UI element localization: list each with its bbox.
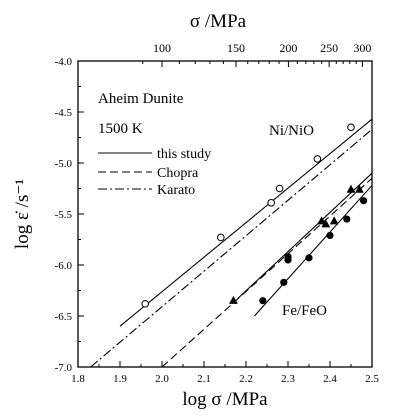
y-tick-label: -6.5 <box>55 311 73 323</box>
fe-feo-point-circle <box>360 197 368 205</box>
sample-label: Aheim Dunite <box>98 91 184 107</box>
ni-nio-point <box>267 198 276 207</box>
x-tick-label: 2.5 <box>365 373 379 385</box>
legend-label-karato: Karato <box>157 183 195 198</box>
y-tick-label: -6.0 <box>55 260 73 272</box>
fe-feo-label: Fe/FeO <box>282 303 327 319</box>
y-tick-label: -7.0 <box>55 362 73 374</box>
fe-feo-point-triangle <box>317 216 326 225</box>
x-tick-label: 2.1 <box>197 373 211 385</box>
fit-line-solid <box>237 172 373 300</box>
fit-line-solid <box>119 118 373 327</box>
fe-feo-point-triangle <box>321 219 331 228</box>
x-tick-label: 1.8 <box>71 373 85 385</box>
fit-lines <box>90 118 373 368</box>
fe-feo-point-circle <box>343 215 351 223</box>
fit-line-dashdot <box>90 128 373 368</box>
ni-nio-point <box>313 155 322 163</box>
ni-nio-point <box>141 299 149 308</box>
ni-nio-point <box>275 184 284 193</box>
ni-nio-label: Ni/NiO <box>269 123 314 139</box>
legend-label-chopra: Chopra <box>157 166 199 181</box>
x-tick-label: 2.3 <box>281 373 295 385</box>
fit-line-solid <box>253 185 373 317</box>
top-tick-label: 200 <box>279 41 297 55</box>
fe-feo-point-circle <box>284 253 292 261</box>
top-axis-label: σ /MPa <box>190 11 247 32</box>
fe-feo-point-triangle <box>229 295 238 304</box>
y-axis-label: log ε̇ /s⁻¹ <box>12 179 33 249</box>
y-tick-label: -4.5 <box>55 107 73 119</box>
data-markers <box>141 123 368 308</box>
x-tick-label: 2.4 <box>323 373 337 385</box>
x-tick-label: 2.2 <box>239 373 253 385</box>
legend: this study Chopra Karato <box>98 147 211 198</box>
fit-line-dashed <box>161 177 373 368</box>
fe-feo-point-triangle <box>346 184 356 193</box>
fe-feo-point-circle <box>326 231 334 240</box>
fe-feo-point-circle <box>259 297 267 305</box>
fe-feo-point-circle <box>280 278 288 286</box>
fe-feo-point-triangle <box>329 216 339 225</box>
fe-feo-point-circle <box>305 254 313 262</box>
ni-nio-point <box>217 233 225 242</box>
y-tick-label: -5.0 <box>55 158 73 170</box>
ni-nio-point <box>347 123 355 132</box>
top-tick-label: 250 <box>320 41 338 55</box>
top-tick-label: 100 <box>153 41 171 55</box>
annotations: Aheim Dunite 1500 K Ni/NiO Fe/FeO <box>98 91 327 319</box>
top-tick-label: 300 <box>353 41 371 55</box>
temperature-label: 1500 K <box>98 121 143 137</box>
top-tick-label: 150 <box>227 41 245 55</box>
x-axis-label: log σ /MPa <box>182 389 268 410</box>
x-tick-label: 1.9 <box>113 373 127 385</box>
x-tick-label: 2.0 <box>155 373 169 385</box>
axis-ticks: 1.8 1.9 2.0 2.1 2.2 2.3 2.4 2.5 -7.0 -6.5 -6.0 -5.5… <box>55 41 380 385</box>
legend-label-this-study: this study <box>157 147 211 162</box>
y-tick-label: -4.0 <box>55 56 73 68</box>
fe-feo-point-triangle <box>355 184 364 193</box>
y-tick-label: -5.5 <box>55 209 73 221</box>
